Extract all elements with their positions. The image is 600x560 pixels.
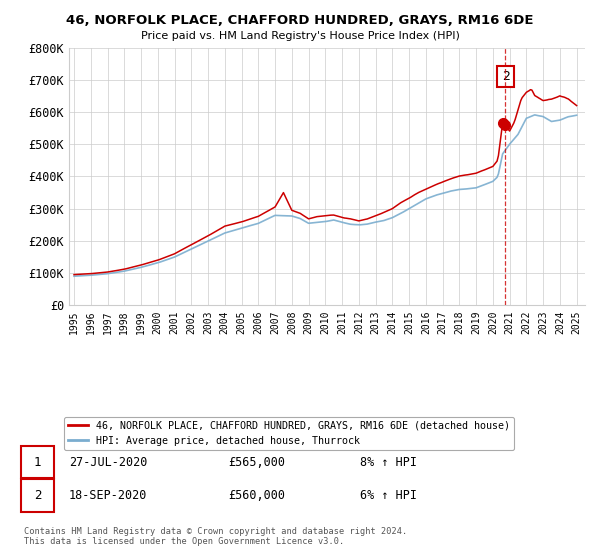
Text: 1: 1	[34, 455, 41, 469]
Text: £565,000: £565,000	[228, 455, 285, 469]
Legend: 46, NORFOLK PLACE, CHAFFORD HUNDRED, GRAYS, RM16 6DE (detached house), HPI: Aver: 46, NORFOLK PLACE, CHAFFORD HUNDRED, GRA…	[64, 417, 514, 450]
Text: 2: 2	[34, 489, 41, 502]
Text: 8% ↑ HPI: 8% ↑ HPI	[360, 455, 417, 469]
Text: £560,000: £560,000	[228, 489, 285, 502]
Text: Price paid vs. HM Land Registry's House Price Index (HPI): Price paid vs. HM Land Registry's House …	[140, 31, 460, 41]
Text: 6% ↑ HPI: 6% ↑ HPI	[360, 489, 417, 502]
Text: 46, NORFOLK PLACE, CHAFFORD HUNDRED, GRAYS, RM16 6DE: 46, NORFOLK PLACE, CHAFFORD HUNDRED, GRA…	[66, 14, 534, 27]
Text: Contains HM Land Registry data © Crown copyright and database right 2024.
This d: Contains HM Land Registry data © Crown c…	[24, 526, 407, 546]
Text: 27-JUL-2020: 27-JUL-2020	[69, 455, 148, 469]
Text: 18-SEP-2020: 18-SEP-2020	[69, 489, 148, 502]
Text: 2: 2	[502, 70, 509, 83]
